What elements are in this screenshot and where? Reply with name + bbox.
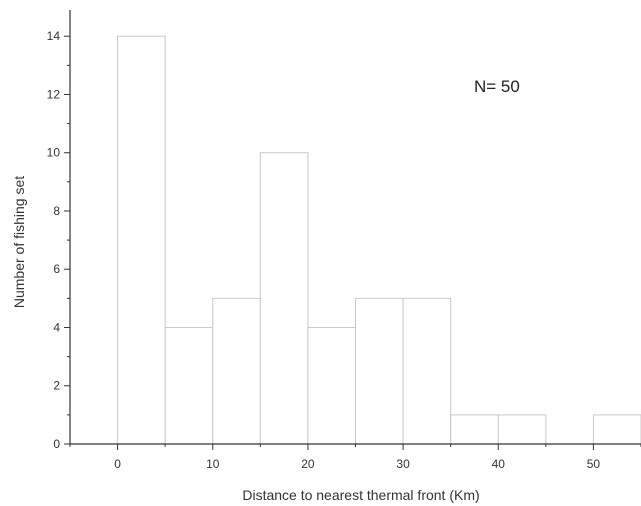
histogram-bar-5-10 xyxy=(164,327,214,445)
y-tick-label-14: 14 xyxy=(47,29,61,43)
histogram-bar-20-25 xyxy=(307,327,356,445)
x-axis-ticks: 0 10 20 30 40 50 xyxy=(69,444,641,471)
x-tick-label-30: 30 xyxy=(396,457,410,471)
y-tick-label-8: 8 xyxy=(53,204,60,218)
y-tick-label-10: 10 xyxy=(47,146,61,160)
y-axis-title: Number of fishing set xyxy=(11,176,27,308)
histogram-bar-50-55 xyxy=(592,414,641,445)
sample-size-annotation: N= 50 xyxy=(474,77,520,96)
y-tick-label-4: 4 xyxy=(53,320,60,334)
x-tick-label-20: 20 xyxy=(301,457,315,471)
y-tick-label-6: 6 xyxy=(53,262,60,276)
y-tick-label-0: 0 xyxy=(53,437,60,451)
histogram-bar-15-20 xyxy=(259,152,309,445)
y-tick-label-2: 2 xyxy=(53,379,60,393)
histogram-bar-40-45 xyxy=(497,414,547,445)
x-tick-label-10: 10 xyxy=(206,457,220,471)
histogram-bar-30-35 xyxy=(402,297,452,445)
x-tick-label-0: 0 xyxy=(114,457,121,471)
histogram-bar-35-40 xyxy=(450,414,499,445)
histogram-bars xyxy=(117,35,641,445)
y-axis-ticks: 0 2 4 6 8 10 12 14 xyxy=(47,29,70,451)
histogram-bar-0-5 xyxy=(117,35,166,445)
x-tick-label-40: 40 xyxy=(492,457,506,471)
histogram-bar-25-30 xyxy=(355,297,404,445)
y-tick-label-12: 12 xyxy=(47,87,61,101)
x-tick-label-50: 50 xyxy=(587,457,601,471)
x-axis-title: Distance to nearest thermal front (Km) xyxy=(242,487,479,503)
histogram-bar-10-15 xyxy=(212,297,261,445)
